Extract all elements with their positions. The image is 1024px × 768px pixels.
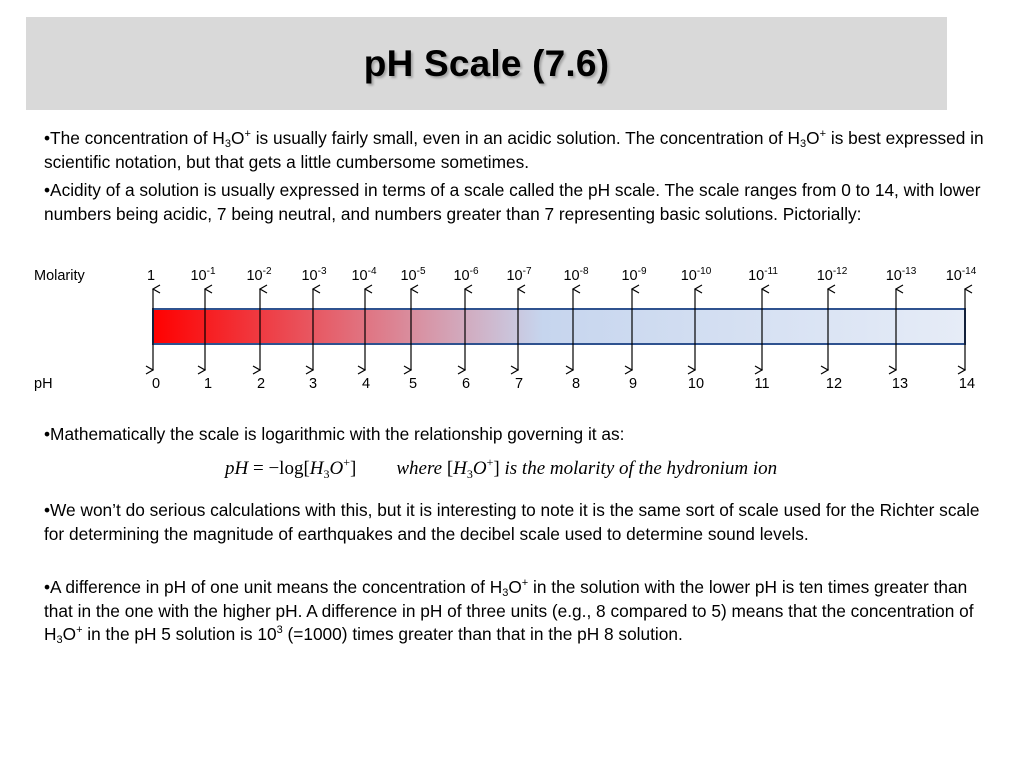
text-fragment: is usually fairly small, even in an acid… bbox=[251, 128, 800, 148]
ph-tick-2: 2 bbox=[257, 376, 265, 392]
text-fragment: O bbox=[508, 577, 521, 597]
text-fragment: in the pH 5 solution is 10 bbox=[83, 624, 277, 644]
molarity-tick-10: 10-10 bbox=[681, 266, 712, 284]
ph-tick-3: 3 bbox=[309, 376, 317, 392]
ph-tick-12: 12 bbox=[826, 376, 842, 392]
molarity-tick-4: 10-4 bbox=[351, 266, 376, 284]
formula-o: O bbox=[330, 458, 344, 479]
page-title: pH Scale (7.6) bbox=[364, 43, 609, 85]
formula-where: where bbox=[396, 458, 442, 479]
bullet-concentration: •The concentration of H3O+ is usually fa… bbox=[44, 127, 989, 174]
formula-lhs: pH bbox=[225, 458, 248, 479]
molarity-tick-5: 10-5 bbox=[400, 266, 425, 284]
molarity-tick-3: 10-3 bbox=[301, 266, 326, 284]
molarity-tick-1: 10-1 bbox=[190, 266, 215, 284]
ph-gradient-bar bbox=[153, 309, 965, 344]
title-bar: pH Scale (7.6) bbox=[26, 17, 947, 110]
ph-tick-4: 4 bbox=[362, 376, 370, 392]
molarity-tick-9: 10-9 bbox=[621, 266, 646, 284]
molarity-tick-13: 10-13 bbox=[886, 266, 917, 284]
formula-h: H bbox=[310, 458, 324, 479]
molarity-ticks: 1 10-1 10-2 10-3 10-4 10-5 10-6 10-7 10-8 10-9 10-… bbox=[147, 266, 977, 284]
superscript: + bbox=[343, 455, 350, 469]
ph-tick-1: 1 bbox=[204, 376, 212, 392]
ph-tick-7: 7 bbox=[515, 376, 523, 392]
ph-scale-diagram: Molarity pH 1 10-1 10-2 10-3 10-4 10-5 10-6 10-… bbox=[0, 258, 1024, 398]
molarity-tick-7: 10-7 bbox=[506, 266, 531, 284]
formula-close: ] bbox=[350, 458, 356, 479]
molarity-tick-12: 10-12 bbox=[817, 266, 848, 284]
text-fragment: •A difference in pH of one unit means th… bbox=[44, 577, 502, 597]
molarity-label: Molarity bbox=[34, 268, 86, 284]
formula-description: is the molarity of the hydronium ion bbox=[500, 458, 777, 479]
molarity-tick-14: 10-14 bbox=[946, 266, 977, 284]
formula-o: O bbox=[473, 458, 487, 479]
bullet-logarithmic: •Mathematically the scale is logarithmic… bbox=[44, 423, 989, 447]
text-fragment: O bbox=[806, 128, 819, 148]
text-fragment: O bbox=[231, 128, 244, 148]
molarity-tick-8: 10-8 bbox=[563, 266, 588, 284]
text-fragment: (=1000) times greater than that in the p… bbox=[283, 624, 683, 644]
formula-h: H bbox=[453, 458, 467, 479]
bullet-difference: •A difference in pH of one unit means th… bbox=[44, 576, 989, 647]
molarity-tick-6: 10-6 bbox=[453, 266, 478, 284]
bullet-acidity: •Acidity of a solution is usually expres… bbox=[44, 179, 989, 226]
formula-bracket: [ bbox=[442, 458, 453, 479]
molarity-tick-11: 10-11 bbox=[748, 266, 778, 284]
ph-tick-10: 10 bbox=[688, 376, 704, 392]
ph-tick-5: 5 bbox=[409, 376, 417, 392]
ph-formula: pH = −log[H3O+] where [H3O+] is the molar… bbox=[225, 458, 945, 490]
text-fragment: •The concentration of H bbox=[44, 128, 225, 148]
ph-tick-0: 0 bbox=[152, 376, 160, 392]
molarity-tick-0: 1 bbox=[147, 268, 155, 284]
bullet-richter: •We won’t do serious calculations with t… bbox=[44, 499, 989, 546]
ph-label: pH bbox=[34, 376, 53, 392]
ph-tick-14: 14 bbox=[959, 376, 975, 392]
ph-tick-13: 13 bbox=[892, 376, 908, 392]
ph-tick-9: 9 bbox=[629, 376, 637, 392]
molarity-tick-2: 10-2 bbox=[246, 266, 271, 284]
formula-eq: = −log[ bbox=[248, 458, 310, 479]
ph-tick-6: 6 bbox=[462, 376, 470, 392]
ph-tick-11: 11 bbox=[754, 376, 769, 392]
ph-ticks: 0 1 2 3 4 5 6 7 8 9 10 11 12 13 14 bbox=[152, 376, 975, 392]
ph-tick-8: 8 bbox=[572, 376, 580, 392]
text-fragment: O bbox=[63, 624, 76, 644]
